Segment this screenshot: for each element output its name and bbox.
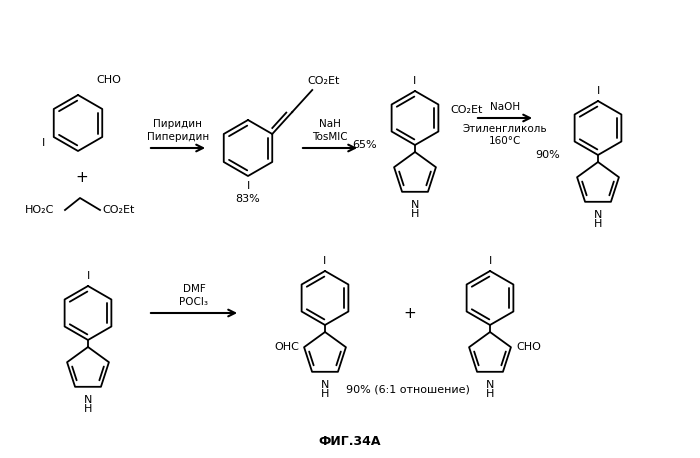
- Text: N: N: [84, 395, 92, 405]
- Text: I: I: [489, 256, 491, 266]
- Text: I: I: [414, 76, 416, 86]
- Text: N: N: [486, 380, 494, 390]
- Text: Этиленгликоль: Этиленгликоль: [463, 124, 547, 134]
- Text: HO₂C: HO₂C: [25, 205, 55, 215]
- Text: CHO: CHO: [516, 342, 541, 352]
- Text: H: H: [594, 219, 602, 229]
- Text: 83%: 83%: [236, 194, 260, 204]
- Text: +: +: [404, 305, 416, 321]
- Text: NaH: NaH: [319, 119, 341, 129]
- Text: CHO: CHO: [96, 75, 121, 85]
- Text: I: I: [42, 138, 45, 148]
- Text: I: I: [596, 86, 600, 96]
- Text: OHC: OHC: [274, 342, 299, 352]
- Text: H: H: [84, 404, 92, 414]
- Text: +: +: [76, 170, 88, 185]
- Text: Пиперидин: Пиперидин: [147, 132, 209, 142]
- Text: N: N: [594, 210, 602, 220]
- Text: I: I: [86, 271, 90, 281]
- Text: Пиридин: Пиридин: [153, 119, 202, 129]
- Text: H: H: [486, 389, 494, 399]
- Text: H: H: [411, 209, 419, 219]
- Text: N: N: [321, 380, 329, 390]
- Text: I: I: [246, 181, 250, 191]
- Text: POCl₃: POCl₃: [179, 297, 209, 307]
- Text: DMF: DMF: [183, 284, 205, 294]
- Text: 160°C: 160°C: [489, 136, 522, 146]
- Text: I: I: [323, 256, 327, 266]
- Text: NaOH: NaOH: [490, 102, 520, 112]
- Text: 65%: 65%: [352, 140, 377, 150]
- Text: CO₂Et: CO₂Et: [450, 105, 482, 115]
- Text: H: H: [321, 389, 329, 399]
- Text: 90% (6:1 отношение): 90% (6:1 отношение): [346, 385, 470, 395]
- Text: N: N: [411, 200, 419, 210]
- Text: CO₂Et: CO₂Et: [102, 205, 134, 215]
- Text: 90%: 90%: [536, 150, 560, 160]
- Text: ФИГ.34А: ФИГ.34А: [318, 435, 382, 448]
- Text: TosMIC: TosMIC: [312, 132, 348, 142]
- Text: CO₂Et: CO₂Et: [307, 76, 340, 86]
